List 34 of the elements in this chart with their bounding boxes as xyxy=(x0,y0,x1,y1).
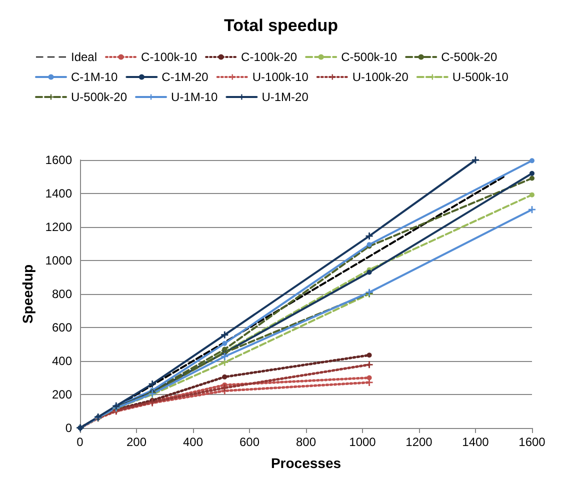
legend-label: U-100k-10 xyxy=(252,70,309,84)
x-tick-label: 1600 xyxy=(518,435,546,449)
legend-label: U-1M-20 xyxy=(262,90,309,104)
legend-label: C-100k-10 xyxy=(141,50,198,64)
x-tick-label: 800 xyxy=(296,435,316,449)
y-tick-label: 1000 xyxy=(45,254,72,268)
x-tick-label: 400 xyxy=(182,435,204,449)
y-tick-label: 0 xyxy=(65,421,72,435)
legend-label: U-100k-20 xyxy=(352,70,409,84)
legend-label: Ideal xyxy=(71,50,98,64)
y-tick-label: 800 xyxy=(52,287,72,301)
x-tick-label: 200 xyxy=(126,435,147,449)
y-tick-label: 1400 xyxy=(45,186,72,200)
y-tick-label: 400 xyxy=(52,354,72,368)
chart-title: Total speedup xyxy=(224,16,338,35)
legend-label: U-1M-10 xyxy=(171,90,218,104)
x-tick-label: 1200 xyxy=(406,435,433,449)
y-tick-label: 200 xyxy=(52,388,72,402)
legend-label: U-500k-20 xyxy=(71,90,128,104)
legend-label: C-1M-10 xyxy=(71,70,118,84)
legend-label: C-500k-10 xyxy=(341,50,398,64)
legend-label: C-500k-20 xyxy=(441,50,498,64)
x-tick-label: 1000 xyxy=(349,435,376,449)
x-tick-label: 1400 xyxy=(462,435,490,449)
x-tick-label: 0 xyxy=(76,435,84,449)
y-tick-label: 1200 xyxy=(45,220,72,234)
legend-label: U-500k-10 xyxy=(452,70,509,84)
y-axis-title: Speedup xyxy=(19,264,36,324)
y-tick-label: 600 xyxy=(52,320,72,334)
x-axis-title: Processes xyxy=(270,455,342,471)
legend-label: C-100k-20 xyxy=(241,50,298,64)
legend-label: C-1M-20 xyxy=(162,70,209,84)
x-tick-label: 600 xyxy=(239,435,260,449)
y-tick-label: 1600 xyxy=(45,153,72,167)
